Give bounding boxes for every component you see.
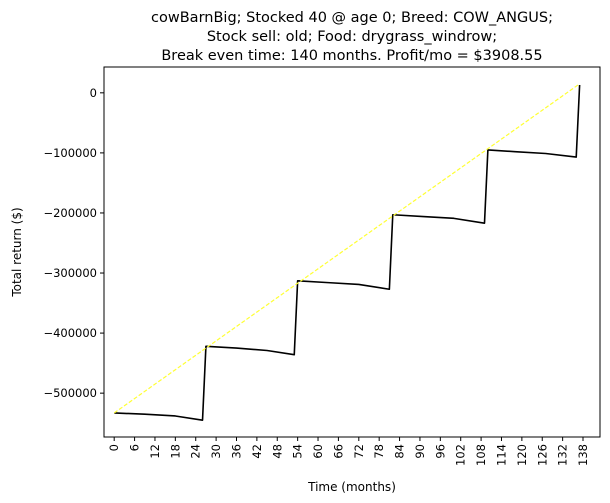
x-axis: 0 6 12 18 24 30 36 42 48 54 60 66 72 78 84 90 96 102 108 11…: [107, 437, 590, 466]
x-tick-label: 66: [331, 444, 345, 459]
y-axis-label: Total return ($): [10, 207, 24, 297]
x-tick-label: 60: [311, 444, 325, 459]
title-line-2: Stock sell: old; Food: drygrass_windrow;: [207, 29, 497, 45]
x-axis-label: Time (months): [307, 480, 396, 494]
y-tick-label: −500000: [43, 386, 97, 400]
x-tick-label: 30: [209, 444, 223, 459]
x-tick-label: 18: [168, 444, 182, 459]
x-tick-label: 120: [515, 444, 529, 466]
x-tick-label: 0: [107, 444, 121, 451]
x-tick-label: 132: [556, 444, 570, 466]
x-tick-label: 6: [128, 444, 142, 451]
y-tick-label: 0: [90, 86, 97, 100]
series-layer: [113, 83, 581, 421]
x-tick-label: 12: [148, 444, 162, 459]
x-tick-label: 108: [474, 444, 488, 466]
y-tick-label: −400000: [43, 326, 97, 340]
plot-frame: [103, 66, 601, 438]
chart-title: cowBarnBig; Stocked 40 @ age 0; Breed: C…: [151, 10, 553, 64]
y-axis: 0 −100000 −200000 −300000 −400000 −500000: [43, 86, 104, 400]
y-tick-label: −300000: [43, 266, 97, 280]
break-even-trend-line: [113, 83, 580, 414]
y-tick-label: −100000: [43, 146, 97, 160]
x-tick-label: 90: [413, 444, 427, 459]
x-tick-label: 84: [393, 444, 407, 459]
x-tick-label: 102: [454, 444, 468, 466]
y-tick-label: −200000: [43, 206, 97, 220]
x-tick-label: 138: [576, 444, 590, 466]
x-tick-label: 96: [433, 444, 447, 459]
x-tick-label: 48: [270, 444, 284, 459]
x-tick-label: 78: [372, 444, 386, 459]
x-tick-label: 72: [352, 444, 366, 459]
x-tick-label: 126: [535, 444, 549, 466]
title-line-1: cowBarnBig; Stocked 40 @ age 0; Breed: C…: [151, 10, 553, 26]
x-tick-label: 24: [189, 444, 203, 459]
x-tick-label: 114: [494, 444, 508, 466]
x-tick-label: 36: [229, 444, 243, 459]
title-line-3: Break even time: 140 months. Profit/mo =…: [161, 48, 542, 64]
x-tick-label: 42: [250, 444, 264, 459]
total-return-line: [114, 84, 581, 421]
x-tick-label: 54: [291, 444, 305, 459]
